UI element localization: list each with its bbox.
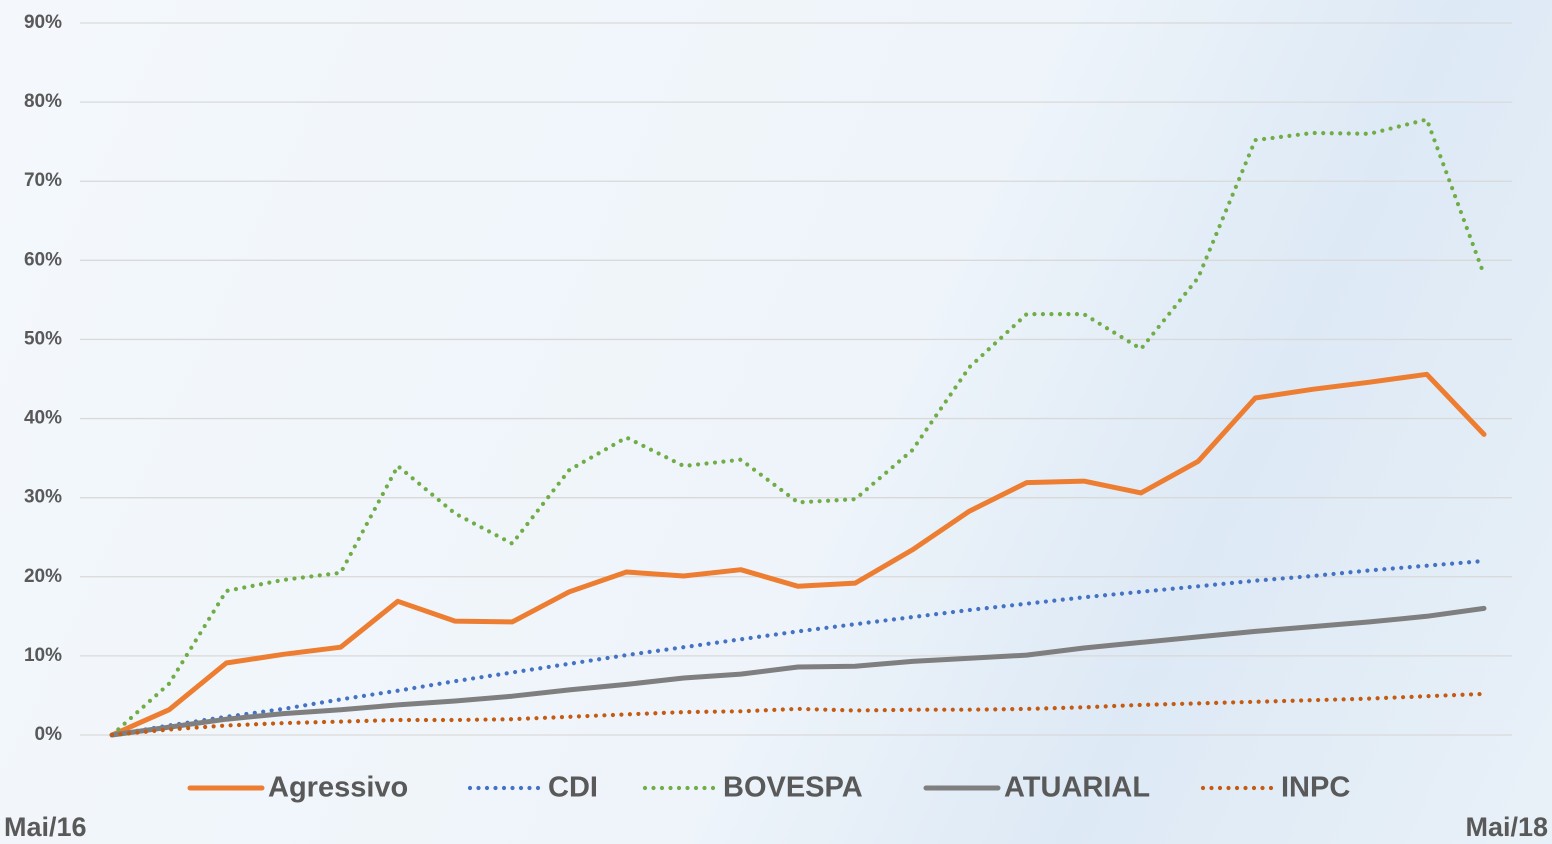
y-tick-label: 30% — [24, 487, 62, 508]
y-tick-label: 0% — [35, 724, 63, 745]
series-line — [109, 558, 1487, 738]
legend-label: Agressivo — [268, 772, 408, 804]
y-tick-label: 20% — [24, 566, 62, 587]
y-tick-label: 60% — [24, 249, 62, 270]
x-tick-label: Mai/16 — [4, 812, 87, 842]
y-tick-label: 40% — [24, 408, 62, 429]
series-line — [109, 371, 1487, 738]
series-line — [109, 691, 1487, 738]
y-tick-label: 70% — [24, 170, 62, 191]
y-tick-label: 10% — [24, 645, 62, 666]
legend-label: INPC — [1281, 772, 1350, 804]
series-line — [109, 117, 1487, 738]
y-tick-label: 80% — [24, 91, 62, 112]
y-tick-label: 90% — [24, 12, 62, 33]
legend-label: BOVESPA — [723, 772, 863, 804]
legend-label: CDI — [548, 772, 598, 804]
legend-label: ATUARIAL — [1004, 772, 1150, 804]
series-line — [109, 605, 1487, 738]
x-tick-label: Mai/18 — [1465, 812, 1548, 842]
y-tick-label: 50% — [24, 328, 62, 349]
